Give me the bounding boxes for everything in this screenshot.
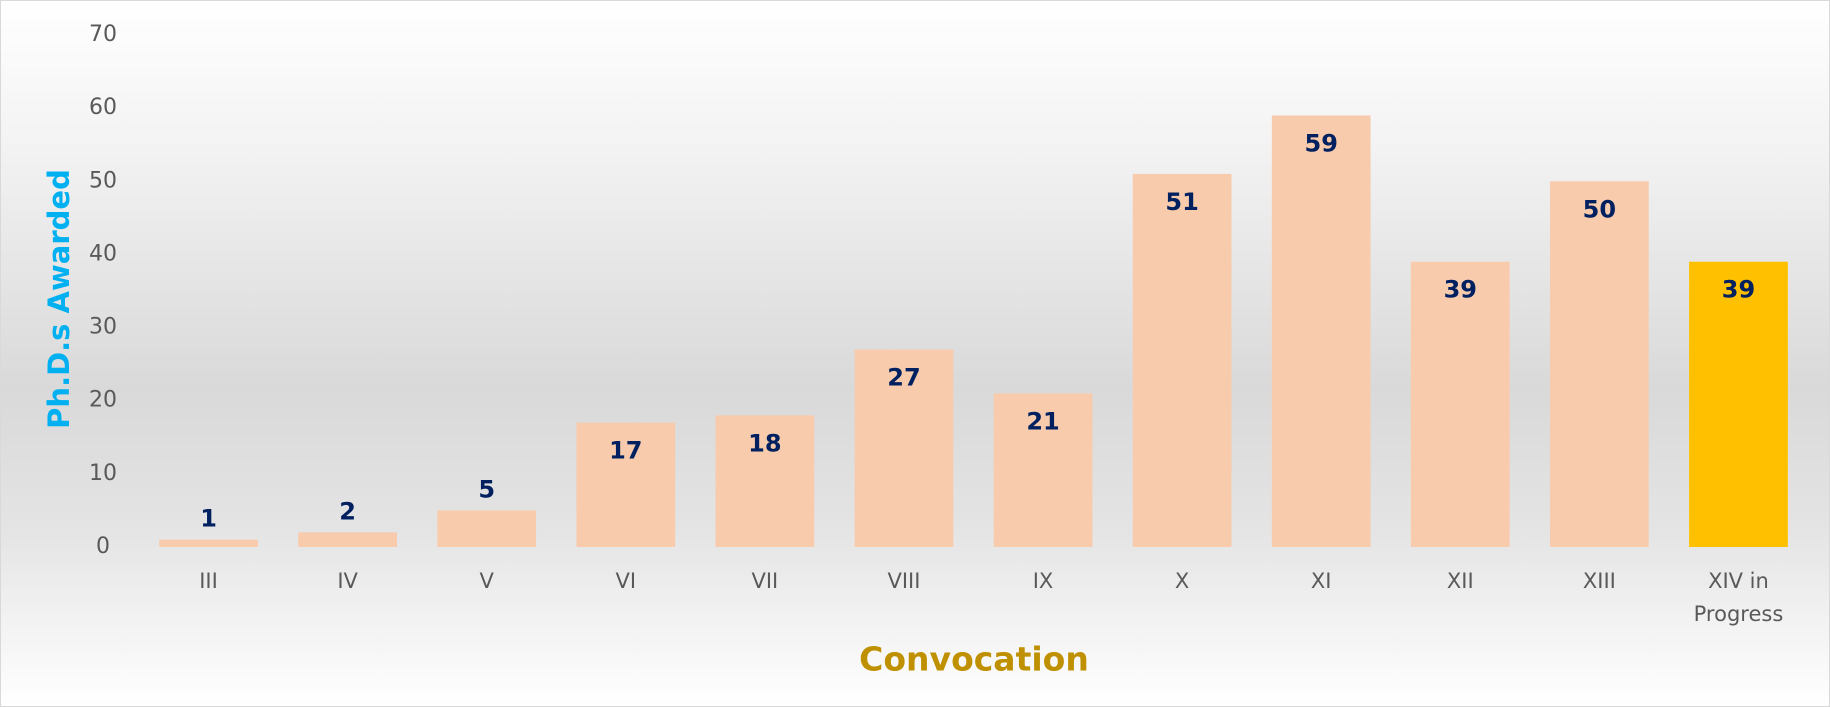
value-label: 2 [339,497,356,525]
bar [576,422,676,547]
bar [1271,115,1371,547]
y-axis-title: Ph.D.s Awarded [42,169,76,429]
bar [437,510,537,547]
y-tick-label: 30 [89,315,117,340]
bar [715,415,815,547]
x-tick-label: V [479,569,494,593]
x-axis-title: Convocation [859,640,1089,679]
bar [298,532,397,547]
value-label: 39 [1444,276,1477,304]
y-tick-label: 10 [89,461,117,486]
value-label: 17 [609,437,642,465]
y-tick-label: 50 [89,168,117,193]
y-tick-label: 70 [89,22,117,47]
x-tick-label: XII [1446,569,1474,593]
bar [159,539,258,547]
bar [1689,261,1788,547]
x-tick-label: III [199,569,218,593]
x-tick-label: VI [615,569,637,593]
value-label: 1 [200,505,217,533]
bar [1550,181,1649,548]
x-tick-label: XIV in Progress [1693,569,1784,626]
value-label: 50 [1583,195,1616,223]
y-tick-label: 40 [89,241,117,266]
bar [1410,261,1510,547]
x-tick-label: XI [1310,569,1332,593]
value-label: 5 [478,475,495,503]
x-tick-label: IX [1032,569,1054,593]
y-tick-label: 20 [89,388,117,413]
bar [854,349,954,547]
value-label: 59 [1305,129,1338,157]
y-tick-label: 0 [96,534,110,559]
x-tick-label: VII [751,569,779,593]
value-label: 27 [887,364,920,392]
x-tick-label: X [1174,569,1190,593]
value-label: 21 [1026,407,1059,435]
value-label: 51 [1165,188,1198,216]
bar [993,393,1093,547]
y-tick-label: 60 [89,95,117,120]
x-tick-label: IV [337,569,358,593]
value-label: 18 [748,429,781,457]
x-tick-label: XIII [1582,569,1616,593]
x-tick-label: VIII [887,569,921,593]
value-label: 39 [1722,276,1755,304]
bar [1132,173,1232,547]
